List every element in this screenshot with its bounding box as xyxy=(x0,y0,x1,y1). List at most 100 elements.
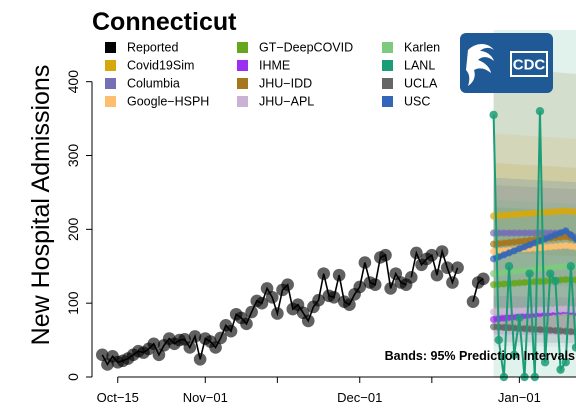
google-hsph-point xyxy=(490,247,498,256)
cdc-logo-text: CDC xyxy=(513,57,546,74)
legend-label: IHME xyxy=(259,59,290,73)
reported-point xyxy=(425,248,439,262)
gt-deepcovid-point xyxy=(562,275,570,284)
legend-swatch xyxy=(105,96,116,107)
covid19sim-point xyxy=(515,210,523,218)
reported-point xyxy=(404,271,418,284)
reported-line xyxy=(410,248,459,285)
y-tick-label: 200 xyxy=(65,217,81,241)
google-hsph-point xyxy=(572,243,576,251)
hhs-eagle-icon xyxy=(466,44,494,86)
legend-label: UCLA xyxy=(404,77,438,91)
columbia-point xyxy=(510,229,518,237)
reported-point xyxy=(430,268,444,282)
covid19sim-point xyxy=(510,210,518,219)
legend-label: GT−DeepCOVID xyxy=(259,41,353,55)
gt-deepcovid-point xyxy=(520,278,529,287)
reported-point xyxy=(312,293,325,307)
lanl-point xyxy=(525,269,534,278)
chart-title: Connecticut xyxy=(92,8,237,36)
legend-label: Google−HSPH xyxy=(127,95,209,109)
x-tick-label: Jan−01 xyxy=(498,390,541,405)
covid19sim-point xyxy=(526,209,534,218)
legend-label: LANL xyxy=(404,59,435,73)
reported-point xyxy=(435,245,449,258)
reported-point xyxy=(317,267,331,280)
google-hsph-point xyxy=(546,243,554,251)
legend-swatch xyxy=(237,96,248,107)
jhu-apl-point xyxy=(536,306,544,314)
reported-point xyxy=(95,348,109,362)
ucla-point xyxy=(567,327,575,336)
legend-label: Karlen xyxy=(404,41,440,55)
usc-point xyxy=(572,235,576,243)
reported-series xyxy=(95,245,490,371)
columbia-point xyxy=(500,229,508,237)
covid19sim-point xyxy=(546,208,554,216)
reported-point xyxy=(271,307,284,320)
forecast-lines xyxy=(489,107,576,382)
x-tick-label: Dec−01 xyxy=(337,390,382,405)
legend-swatch xyxy=(237,42,248,53)
jhu-apl-point xyxy=(500,308,508,316)
reported-point xyxy=(410,246,423,260)
reported-point xyxy=(368,278,382,292)
reported-point xyxy=(214,331,228,345)
lanl-point xyxy=(566,262,576,271)
legend-label: Covid19Sim xyxy=(127,59,194,73)
reported-point xyxy=(343,298,356,311)
jhu-apl-point xyxy=(520,307,529,315)
lanl-point xyxy=(546,269,555,278)
legend-swatch xyxy=(382,78,393,89)
covid19sim-point xyxy=(572,208,576,216)
reported-point xyxy=(327,290,341,304)
reported-point xyxy=(466,295,480,308)
legend-swatch xyxy=(382,42,393,53)
legend-swatch xyxy=(382,60,393,71)
covid19sim-point xyxy=(495,212,503,220)
gt-deepcovid-point xyxy=(515,279,523,287)
reported-point xyxy=(240,317,253,331)
ucla-point xyxy=(546,326,554,334)
reported-point xyxy=(446,276,459,289)
cdc-logo: CDC xyxy=(460,33,553,93)
bands-annotation: Bands: 95% Prediction Intervals xyxy=(385,349,575,363)
jhu-apl-point xyxy=(515,307,523,315)
lanl-point xyxy=(515,313,524,323)
lanl-point xyxy=(494,335,503,345)
y-axis-label: New Hospital Admissions xyxy=(27,65,55,346)
y-tick-label: 300 xyxy=(65,144,81,168)
gt-deepcovid-point xyxy=(572,276,576,284)
lanl-point xyxy=(551,276,560,286)
gt-deepcovid-point xyxy=(510,279,518,287)
legend-swatch xyxy=(105,42,116,53)
reported-point xyxy=(183,341,197,354)
reported-point xyxy=(477,272,490,286)
legend-swatch xyxy=(237,78,248,89)
legend-swatch xyxy=(382,96,393,107)
usc-point xyxy=(567,231,575,239)
reported-point xyxy=(209,341,222,354)
y-tick-label: 100 xyxy=(65,291,81,315)
reported-point xyxy=(245,305,258,319)
reported-point xyxy=(358,256,372,269)
reported-point xyxy=(152,348,166,362)
y-tick-label: 400 xyxy=(65,70,81,94)
covid19sim-point xyxy=(520,210,529,218)
lanl-point xyxy=(561,358,570,367)
reported-point xyxy=(265,290,279,304)
lanl-point xyxy=(556,365,565,374)
ucla-point xyxy=(490,323,498,331)
reported-point xyxy=(255,296,269,310)
gt-deepcovid-point xyxy=(500,280,508,288)
legend-label: Reported xyxy=(127,41,178,55)
columbia-point xyxy=(505,229,513,237)
lanl-point xyxy=(571,343,576,352)
jhu-apl-point xyxy=(490,308,498,316)
covid19sim-point xyxy=(500,211,508,219)
jhu-apl-point xyxy=(556,305,565,313)
legend-label: JHU−APL xyxy=(259,95,314,109)
x-tick-label: Nov−01 xyxy=(183,390,228,405)
reported-point xyxy=(281,278,294,292)
